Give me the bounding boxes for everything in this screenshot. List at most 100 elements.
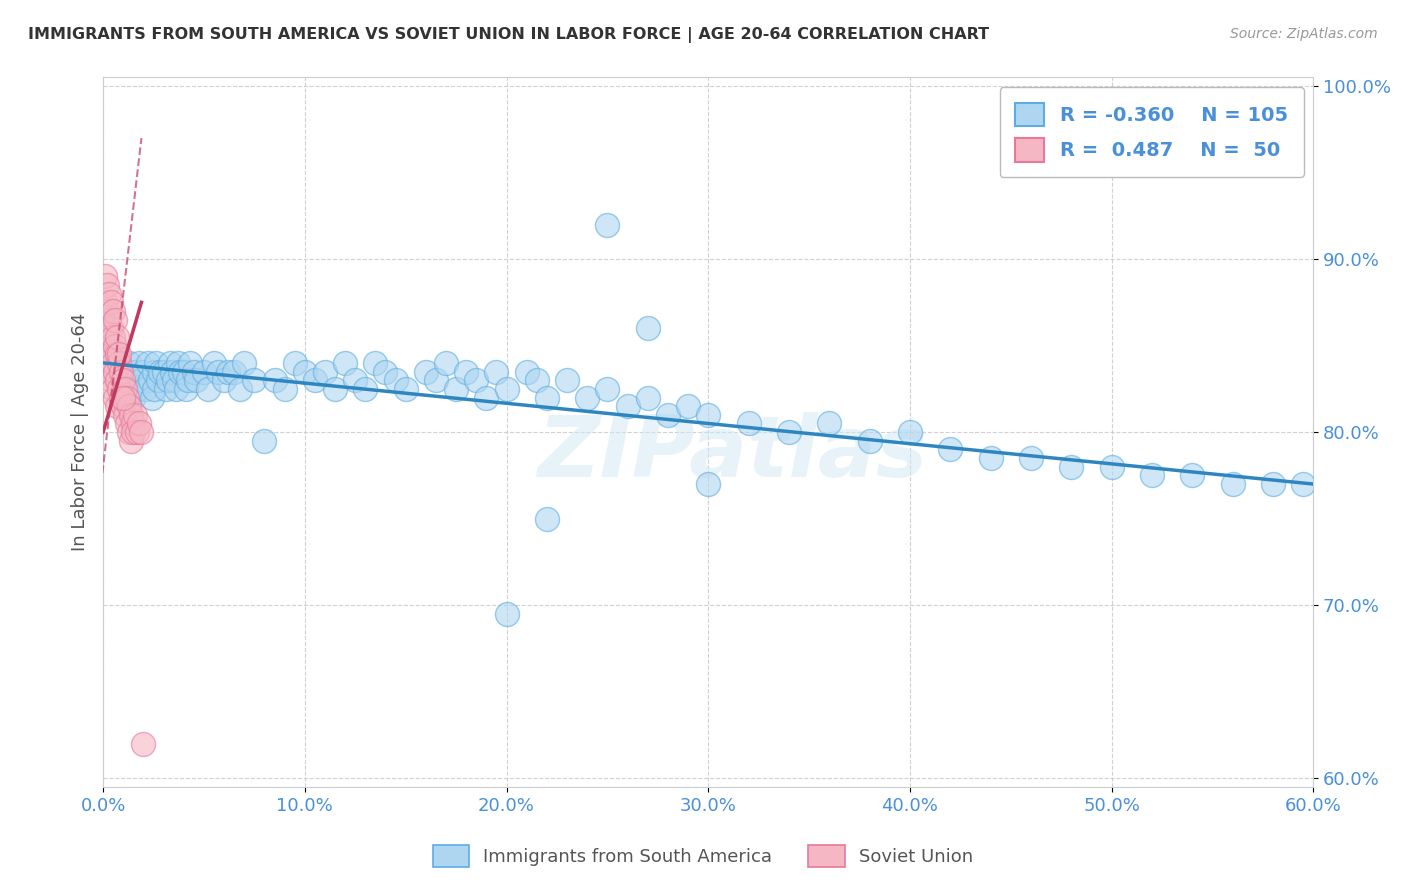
Point xyxy=(737,417,759,431)
Point xyxy=(105,347,128,361)
Point xyxy=(184,373,207,387)
Point xyxy=(103,382,125,396)
Point xyxy=(98,365,121,379)
Point xyxy=(96,330,118,344)
Point xyxy=(103,347,125,361)
Point xyxy=(98,338,121,352)
Point xyxy=(284,356,307,370)
Point xyxy=(94,269,117,284)
Point xyxy=(141,391,163,405)
Point xyxy=(676,399,699,413)
Point xyxy=(253,434,276,448)
Point xyxy=(104,365,127,379)
Point xyxy=(179,356,201,370)
Point xyxy=(456,365,478,379)
Point xyxy=(1181,468,1204,483)
Point xyxy=(212,373,235,387)
Point xyxy=(173,365,195,379)
Point xyxy=(818,417,841,431)
Point xyxy=(555,373,578,387)
Legend: Immigrants from South America, Soviet Union: Immigrants from South America, Soviet Un… xyxy=(426,838,980,874)
Point xyxy=(243,373,266,387)
Text: ZIPatlas: ZIPatlas xyxy=(537,412,928,495)
Point xyxy=(105,399,128,413)
Point xyxy=(163,373,186,387)
Text: IMMIGRANTS FROM SOUTH AMERICA VS SOVIET UNION IN LABOR FORCE | AGE 20-64 CORRELA: IMMIGRANTS FROM SOUTH AMERICA VS SOVIET … xyxy=(28,27,990,43)
Point xyxy=(354,382,377,396)
Point xyxy=(94,321,117,335)
Point xyxy=(120,408,142,422)
Point xyxy=(110,391,132,405)
Point xyxy=(1292,477,1315,491)
Point xyxy=(1019,451,1042,466)
Point xyxy=(118,399,141,413)
Point xyxy=(132,737,155,751)
Point xyxy=(333,356,356,370)
Point xyxy=(229,382,252,396)
Point xyxy=(134,382,156,396)
Point xyxy=(112,391,135,405)
Point xyxy=(122,425,145,439)
Point xyxy=(197,382,219,396)
Point xyxy=(616,399,638,413)
Point xyxy=(384,373,406,387)
Point xyxy=(105,373,128,387)
Point xyxy=(103,330,125,344)
Point xyxy=(145,356,167,370)
Legend: R = -0.360    N = 105, R =  0.487    N =  50: R = -0.360 N = 105, R = 0.487 N = 50 xyxy=(1000,87,1303,178)
Point xyxy=(94,295,117,310)
Point xyxy=(294,365,316,379)
Point xyxy=(425,373,447,387)
Point xyxy=(263,373,285,387)
Point xyxy=(120,365,142,379)
Point xyxy=(105,330,128,344)
Point xyxy=(96,356,118,370)
Point xyxy=(103,356,125,370)
Point xyxy=(1101,459,1123,474)
Point xyxy=(103,304,125,318)
Point xyxy=(112,373,135,387)
Point xyxy=(516,365,538,379)
Point xyxy=(1222,477,1244,491)
Point xyxy=(98,286,121,301)
Point xyxy=(110,365,132,379)
Point xyxy=(156,373,179,387)
Point xyxy=(697,477,720,491)
Point xyxy=(273,382,295,396)
Point xyxy=(207,365,229,379)
Point xyxy=(465,373,488,387)
Point xyxy=(395,382,418,396)
Point xyxy=(475,391,498,405)
Point xyxy=(114,382,136,396)
Point xyxy=(104,312,127,326)
Point xyxy=(96,304,118,318)
Text: Source: ZipAtlas.com: Source: ZipAtlas.com xyxy=(1230,27,1378,41)
Point xyxy=(898,425,921,439)
Point xyxy=(122,391,145,405)
Point xyxy=(122,417,145,431)
Point xyxy=(202,356,225,370)
Point xyxy=(536,391,558,405)
Point xyxy=(224,365,246,379)
Point xyxy=(100,295,122,310)
Point xyxy=(114,382,136,396)
Point xyxy=(434,356,457,370)
Point xyxy=(217,365,239,379)
Point xyxy=(980,451,1002,466)
Point xyxy=(112,391,135,405)
Point xyxy=(152,365,174,379)
Point xyxy=(444,382,467,396)
Point xyxy=(576,391,599,405)
Point xyxy=(127,382,149,396)
Point xyxy=(117,373,139,387)
Point xyxy=(104,391,127,405)
Point xyxy=(177,373,200,387)
Point xyxy=(117,391,139,405)
Point xyxy=(778,425,800,439)
Point xyxy=(183,365,205,379)
Point xyxy=(104,338,127,352)
Point xyxy=(127,425,149,439)
Point xyxy=(142,382,165,396)
Point xyxy=(526,373,548,387)
Point xyxy=(1060,459,1083,474)
